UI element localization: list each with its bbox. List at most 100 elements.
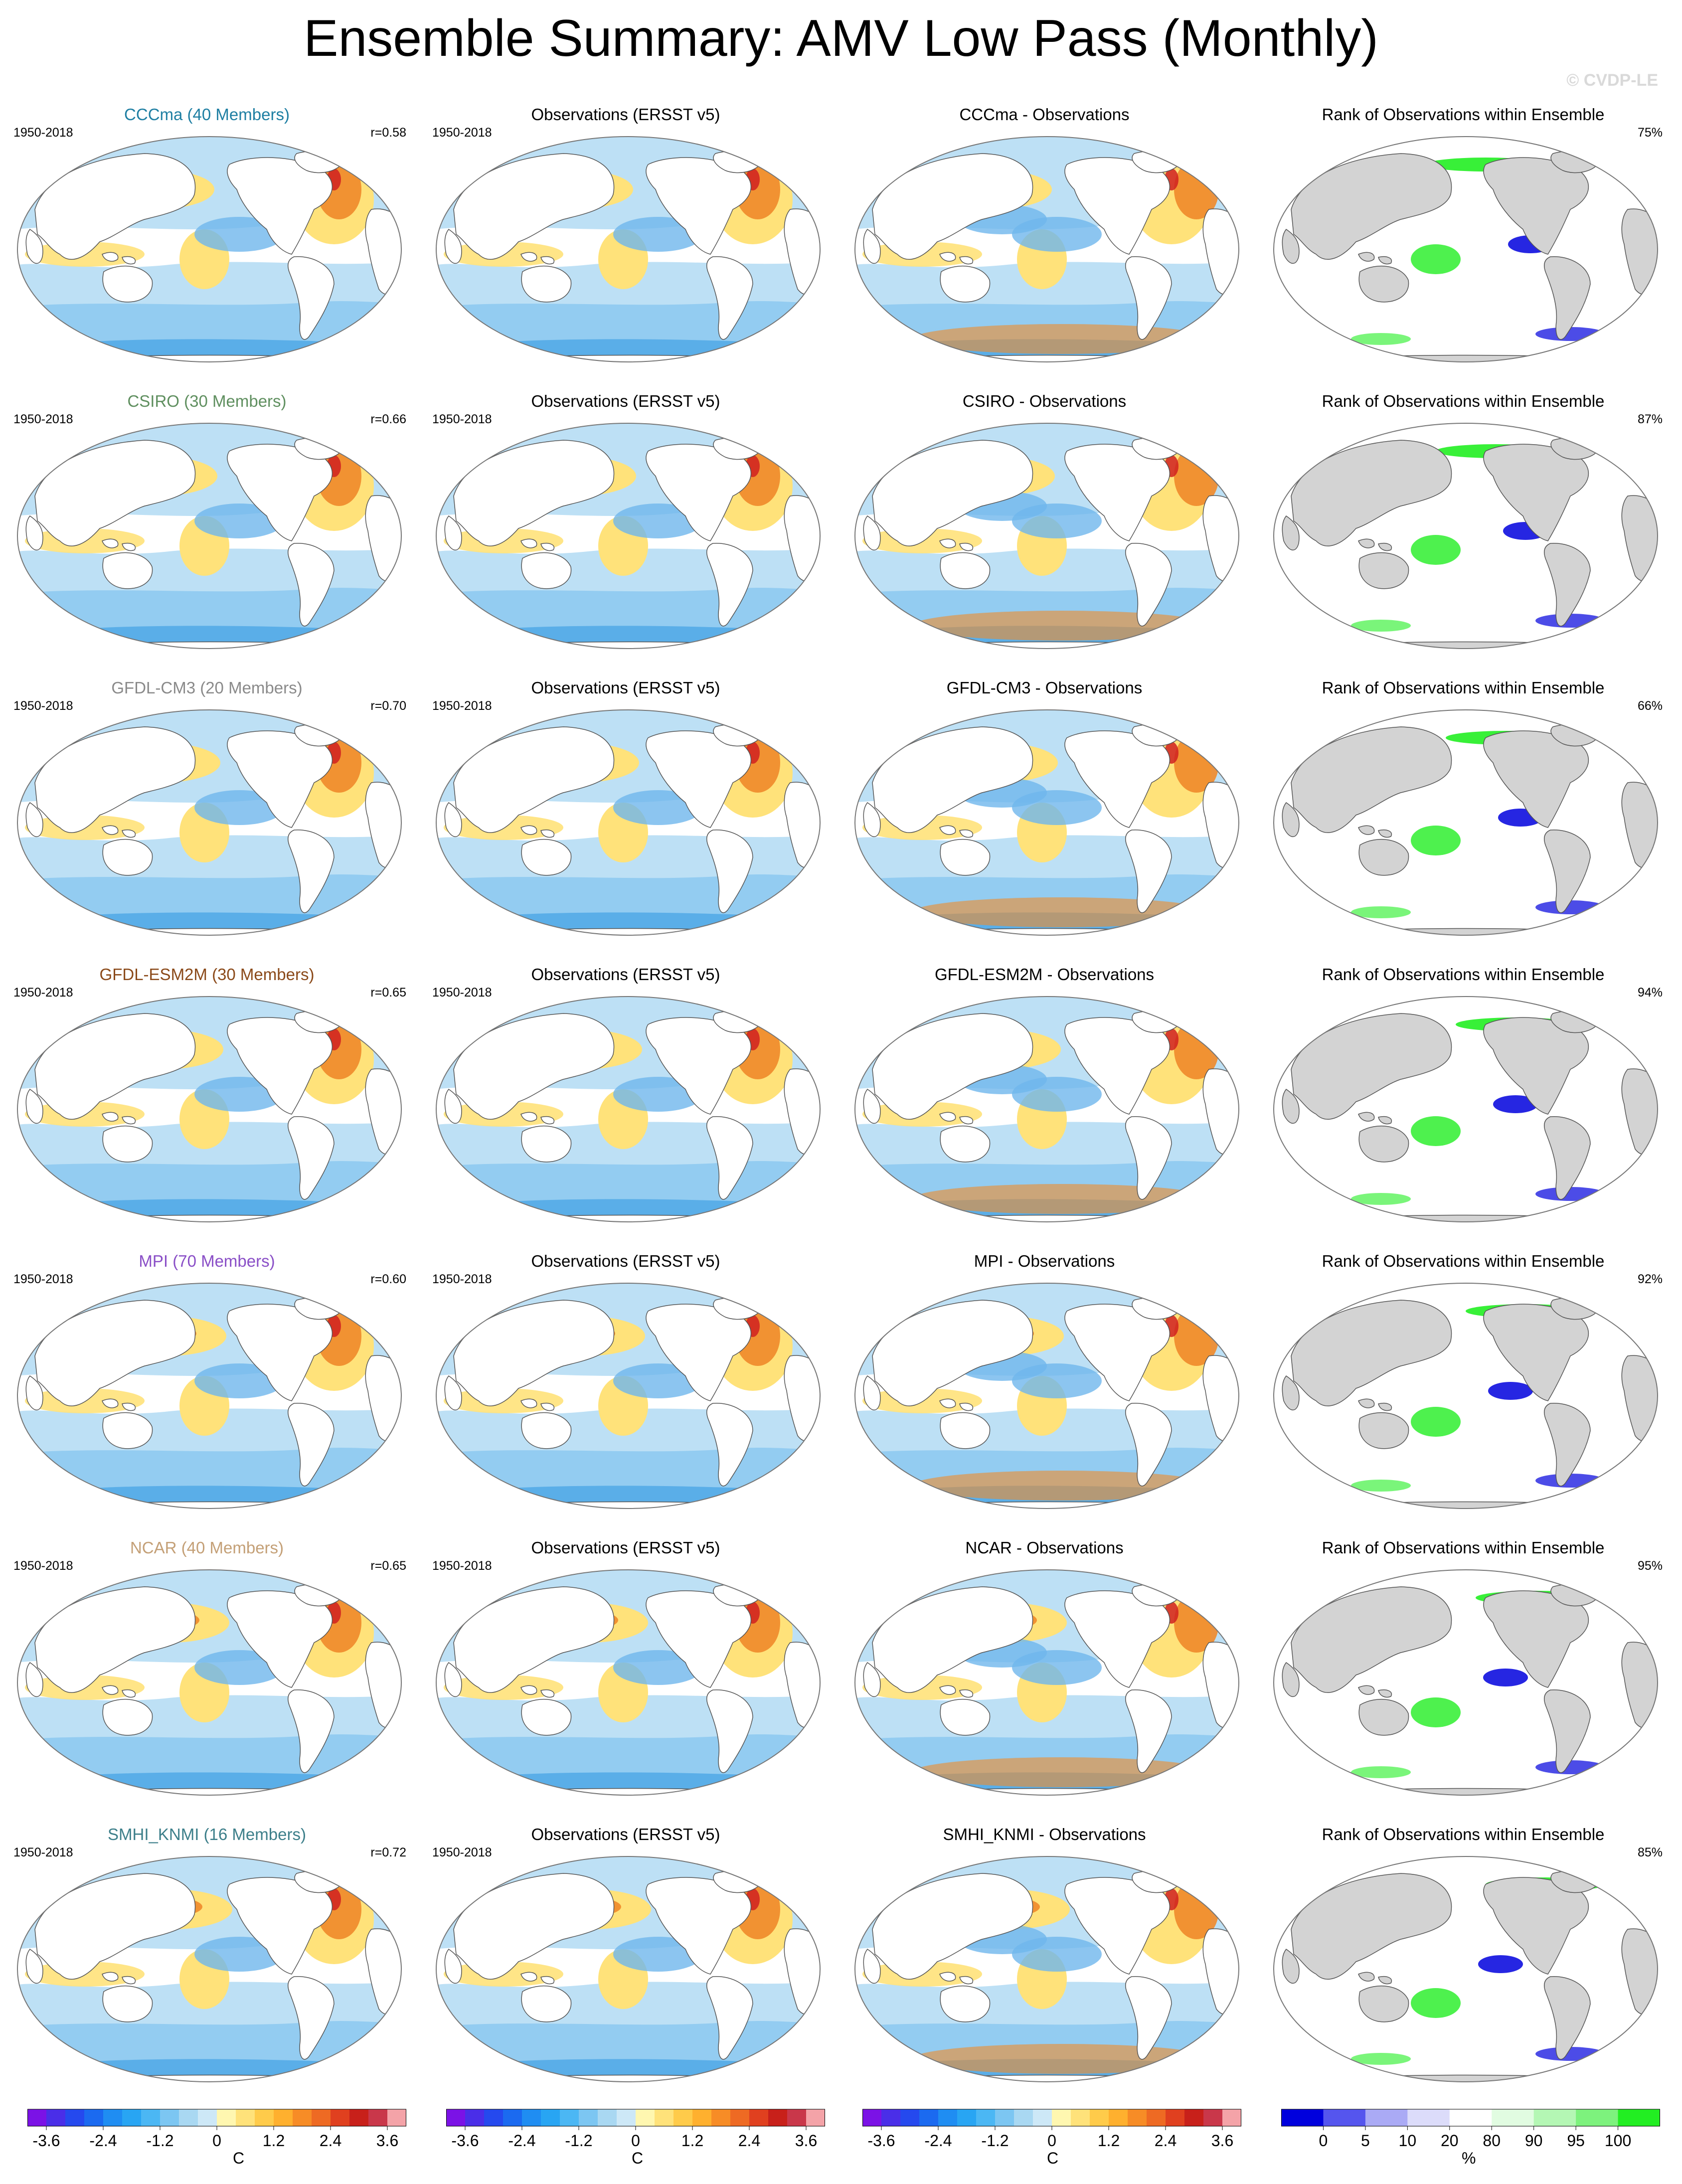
colorbar-swatch <box>179 2109 198 2126</box>
colorbar-rank-svg: 0 5 10 20 80 90 95 100 <box>1281 2109 1660 2150</box>
colorbar-swatch <box>692 2109 712 2126</box>
colorbar-swatch <box>1203 2109 1223 2126</box>
colorbar-tick-label: 1.2 <box>1098 2132 1120 2150</box>
period-label: 1950-2018 <box>13 1846 73 1859</box>
panel-rank-row-3: Rank of Observations within Ensemble 94% <box>1264 965 1663 1224</box>
colorbar-swatch <box>503 2109 522 2126</box>
panel-title: SMHI_KNMI (16 Members) <box>108 1825 306 1844</box>
panel-title: Rank of Observations within Ensemble <box>1322 105 1605 124</box>
colorbar-tick-label: -2.4 <box>508 2132 535 2150</box>
panel-rank-row-6: Rank of Observations within Ensemble 85% <box>1264 1825 1663 2084</box>
colorbar-swatch <box>387 2109 406 2126</box>
colorbar-swatch <box>122 2109 142 2126</box>
panel-obs-row-1: Observations (ERSST v5) 1950-2018 <box>426 391 825 651</box>
panel-title: Rank of Observations within Ensemble <box>1322 1825 1605 1844</box>
period-label: 1950-2018 <box>432 1272 492 1286</box>
colorbar-swatch <box>617 2109 636 2126</box>
colorbar-swatch <box>1618 2109 1660 2126</box>
pattern-correlation: r=0.65 <box>370 986 406 1000</box>
map-model <box>17 996 402 1222</box>
colorbar-difference: -3.6 -2.4 -1.2 0 1.2 2.4 3.6 C <box>862 2106 1241 2171</box>
panel-model-row-2: GFDL-CM3 (20 Members) 1950-2018 r=0.70 <box>7 678 406 937</box>
colorbar-swatch <box>1576 2109 1619 2126</box>
colorbar-swatch <box>881 2109 901 2126</box>
colorbar-swatch <box>598 2109 617 2126</box>
period-label: 1950-2018 <box>13 986 73 1000</box>
period-label: 1950-2018 <box>432 1559 492 1573</box>
colorbar-observations: -3.6 -2.4 -1.2 0 1.2 2.4 3.6 C <box>446 2106 825 2171</box>
pattern-correlation: r=0.60 <box>370 1272 406 1286</box>
panel-model-row-4: MPI (70 Members) 1950-2018 r=0.60 <box>7 1251 406 1511</box>
colorbar-swatch <box>749 2109 769 2126</box>
period-label: 1950-2018 <box>432 412 492 426</box>
period-label: 1950-2018 <box>13 699 73 713</box>
colorbar-swatch <box>1109 2109 1128 2126</box>
panel-obs-row-0: Observations (ERSST v5) 1950-2018 <box>426 105 825 364</box>
colorbar-swatch <box>787 2109 807 2126</box>
colorbar-swatch <box>1184 2109 1204 2126</box>
pattern-correlation: r=0.72 <box>370 1846 406 1859</box>
colorbar-tick-label: 95 <box>1567 2132 1585 2150</box>
colorbar-swatch <box>579 2109 598 2126</box>
colorbar-swatch <box>160 2109 179 2126</box>
colorbar-swatch <box>522 2109 541 2126</box>
panel-obs-row-4: Observations (ERSST v5) 1950-2018 <box>426 1251 825 1511</box>
panel-title: Rank of Observations within Ensemble <box>1322 1538 1605 1557</box>
colorbar-tick-label: -2.4 <box>924 2132 952 2150</box>
map-obs <box>436 1856 821 2082</box>
colorbar-tick-label: 0 <box>212 2132 221 2150</box>
colorbar-tick-label: -1.2 <box>146 2132 173 2150</box>
panel-title: SMHI_KNMI - Observations <box>943 1825 1146 1844</box>
colorbar-swatch <box>976 2109 996 2126</box>
colorbar-tick-label: 0 <box>631 2132 640 2150</box>
map-model <box>17 1856 402 2082</box>
colorbar-swatch <box>862 2109 882 2126</box>
map-model <box>17 1569 402 1796</box>
colorbar-swatch <box>900 2109 920 2126</box>
rank-percent: 75% <box>1637 126 1663 140</box>
colorbar-swatch <box>636 2109 655 2126</box>
colorbar-difference-unit: C <box>1047 2149 1059 2167</box>
colorbar-observations-svg: -3.6 -2.4 -1.2 0 1.2 2.4 3.6 <box>446 2109 825 2150</box>
colorbar-difference-svg: -3.6 -2.4 -1.2 0 1.2 2.4 3.6 <box>862 2109 1241 2150</box>
colorbar-swatch <box>1014 2109 1033 2126</box>
period-label: 1950-2018 <box>13 1272 73 1286</box>
colorbar-tick-label: 2.4 <box>738 2132 760 2150</box>
colorbar-tick-label: -1.2 <box>565 2132 592 2150</box>
colorbar-tick-label: -2.4 <box>89 2132 117 2150</box>
colorbar-swatch <box>1533 2109 1576 2126</box>
panel-obs-row-6: Observations (ERSST v5) 1950-2018 <box>426 1825 825 2084</box>
colorbar-swatch <box>730 2109 750 2126</box>
panel-title: GFDL-ESM2M - Observations <box>934 965 1155 984</box>
colorbar-tick-label: 3.6 <box>1211 2132 1233 2150</box>
colorbar-swatch <box>1166 2109 1185 2126</box>
panel-title: NCAR (40 Members) <box>130 1538 284 1557</box>
colorbar-tick-label: 100 <box>1605 2132 1631 2150</box>
map-obs <box>436 1569 821 1796</box>
colorbar-tick-label: 2.4 <box>320 2132 341 2150</box>
colorbar-swatch <box>46 2109 66 2126</box>
map-diff <box>854 1569 1239 1796</box>
panel-title: Observations (ERSST v5) <box>531 105 720 124</box>
panel-title: GFDL-CM3 (20 Members) <box>111 678 303 697</box>
colorbar-swatch <box>27 2109 47 2126</box>
map-rank <box>1273 709 1658 936</box>
panel-title: CCCma (40 Members) <box>124 105 290 124</box>
colorbar-rank: 0 5 10 20 80 90 95 100 % <box>1281 2106 1660 2171</box>
panel-model-row-1: CSIRO (30 Members) 1950-2018 r=0.66 <box>7 391 406 651</box>
map-obs <box>436 136 821 362</box>
colorbar-swatch <box>957 2109 977 2126</box>
colorbar-swatch <box>274 2109 293 2126</box>
panel-obs-row-3: Observations (ERSST v5) 1950-2018 <box>426 965 825 1224</box>
panel-diff-row-3: GFDL-ESM2M - Observations <box>845 965 1244 1224</box>
colorbar-swatch <box>368 2109 388 2126</box>
map-rank <box>1273 1569 1658 1796</box>
panel-model-row-0: CCCma (40 Members) 1950-2018 r=0.58 <box>7 105 406 364</box>
colorbar-model-unit: C <box>233 2149 245 2167</box>
panel-title: NCAR - Observations <box>965 1538 1124 1557</box>
panel-title: CSIRO (30 Members) <box>127 392 287 410</box>
period-label: 1950-2018 <box>432 699 492 713</box>
map-rank <box>1273 996 1658 1222</box>
colorbar-swatch <box>1365 2109 1408 2126</box>
colorbar-tick-label: 20 <box>1441 2132 1459 2150</box>
